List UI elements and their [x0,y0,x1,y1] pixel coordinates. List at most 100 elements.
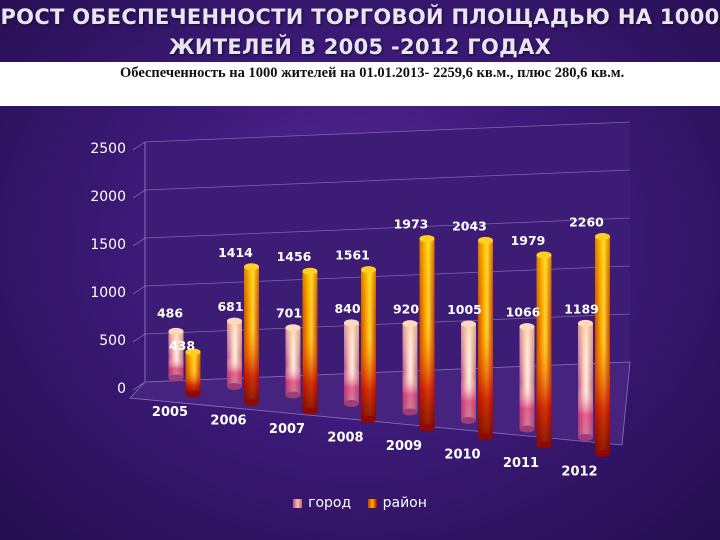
bar-district-shade [536,255,552,445]
bar-city-cap [344,319,359,327]
data-label-district: 2260 [569,215,604,230]
legend: город район [0,495,720,511]
bar-district-cap [595,233,610,241]
bar-city-shade [227,321,242,387]
gridline [144,217,631,239]
bar-city [168,327,184,382]
bar-city-cap [227,317,242,325]
data-label-district: 1979 [511,233,546,248]
bar-city [402,320,418,416]
subtitle-text: Обеспеченность на 1000 жителей на 01.01.… [120,65,625,81]
x-tick-label: 2011 [503,456,539,471]
bar-district-base [536,441,552,449]
chart-title: РОСТ ОБЕСПЕЧЕННОСТИ ТОРГОВОЙ ПЛОЩАДЬЮ НА… [0,5,720,59]
data-label-city: 1066 [506,305,541,320]
data-label-district: 2043 [452,218,487,233]
bar-city-cap [519,323,535,331]
subtitle-box: Обеспеченность на 1000 жителей на 01.01.… [0,62,720,106]
x-tick-label: 2009 [386,439,422,454]
bar-city-base [402,408,418,416]
data-label-city: 840 [334,301,360,316]
gridline-depth [132,237,146,247]
bar-city [461,320,476,424]
bar-city [578,319,593,441]
bar-city-cap [578,319,593,327]
bar-district-cap [419,235,435,243]
bar-district-cap [536,251,552,259]
bar-district-shade [478,240,493,437]
x-tick-label: 2007 [269,422,305,437]
bar-district [595,233,610,457]
bar-city-cap [402,320,418,328]
bar-district [302,267,318,415]
bar-district-shade [595,236,610,454]
bar-district [419,235,435,432]
y-tick-label: 500 [99,333,126,349]
bar-city-shade [519,326,535,429]
gridline-depth [132,285,146,295]
bar-district-base [244,399,259,406]
bar-city [344,319,359,407]
bar-city [519,323,535,433]
data-label-district: 1456 [277,249,312,264]
bar-city-cap [461,320,476,328]
bar-city-shade [402,323,418,412]
bar-city-base [227,383,242,390]
legend-label-district: район [382,495,427,511]
y-tick-label: 2500 [90,141,126,157]
x-tick-label: 2010 [444,448,480,463]
bar-district-base [478,433,493,440]
bar-city-shade [461,324,476,421]
y-axis: 0 500 1000 1500 2000 2500 [90,141,146,397]
bar-district [185,348,201,398]
x-tick-label: 2005 [152,405,188,420]
data-label-district: 438 [169,338,195,353]
gridline-depth [132,189,146,199]
bar-city-cap [168,327,184,335]
bar-city-base [461,417,476,424]
data-label-district: 1973 [394,217,429,232]
bar-city-base [285,391,301,399]
legend-swatch-city [293,498,303,508]
y-tick-label: 0 [117,381,126,397]
gridline-depth [132,141,146,151]
x-tick-label: 2006 [210,414,246,429]
bar-district-base [302,407,318,415]
bar-district-shade [302,271,318,411]
bar-city-base [519,425,535,433]
y-tick-label: 2000 [90,189,126,205]
gridline-depth [132,333,146,343]
bar-city-shade [344,322,359,404]
bar-district-shade [244,266,259,403]
bar-district-cap [478,236,493,244]
data-label-city: 701 [276,306,302,321]
bar-district-base [595,450,610,457]
data-label-city: 486 [157,305,183,320]
bar-district-cap [361,266,376,274]
bar-district [536,251,552,449]
x-axis: 2005 2006 2007 2008 2009 2010 2011 2012 [152,405,598,480]
y-tick-label: 1500 [90,237,126,253]
data-labels: 486 438 681 1414 701 1456 840 1561 920 1973 1005 20… [157,215,604,353]
legend-item-city: город [293,495,351,511]
bar-district-cap [244,263,259,271]
bar-district [478,236,493,440]
bar-city [227,317,242,390]
legend-label-city: город [308,495,352,511]
bar-city-base [168,374,184,382]
bar-district-cap [185,348,201,356]
bar-city-shade [578,323,593,438]
bars [168,233,610,457]
bar-city-cap [285,324,301,332]
data-label-city: 920 [393,302,419,317]
bar-city [285,324,301,399]
gridline-depth [132,381,146,391]
y-tick-label: 1000 [90,285,126,301]
plot-back-wall [145,122,630,382]
bar-district [244,263,259,406]
bar-district-shade [185,351,201,394]
bar-district-cap [302,267,318,275]
data-label-city: 1005 [447,302,482,317]
bar-city-base [578,434,593,441]
